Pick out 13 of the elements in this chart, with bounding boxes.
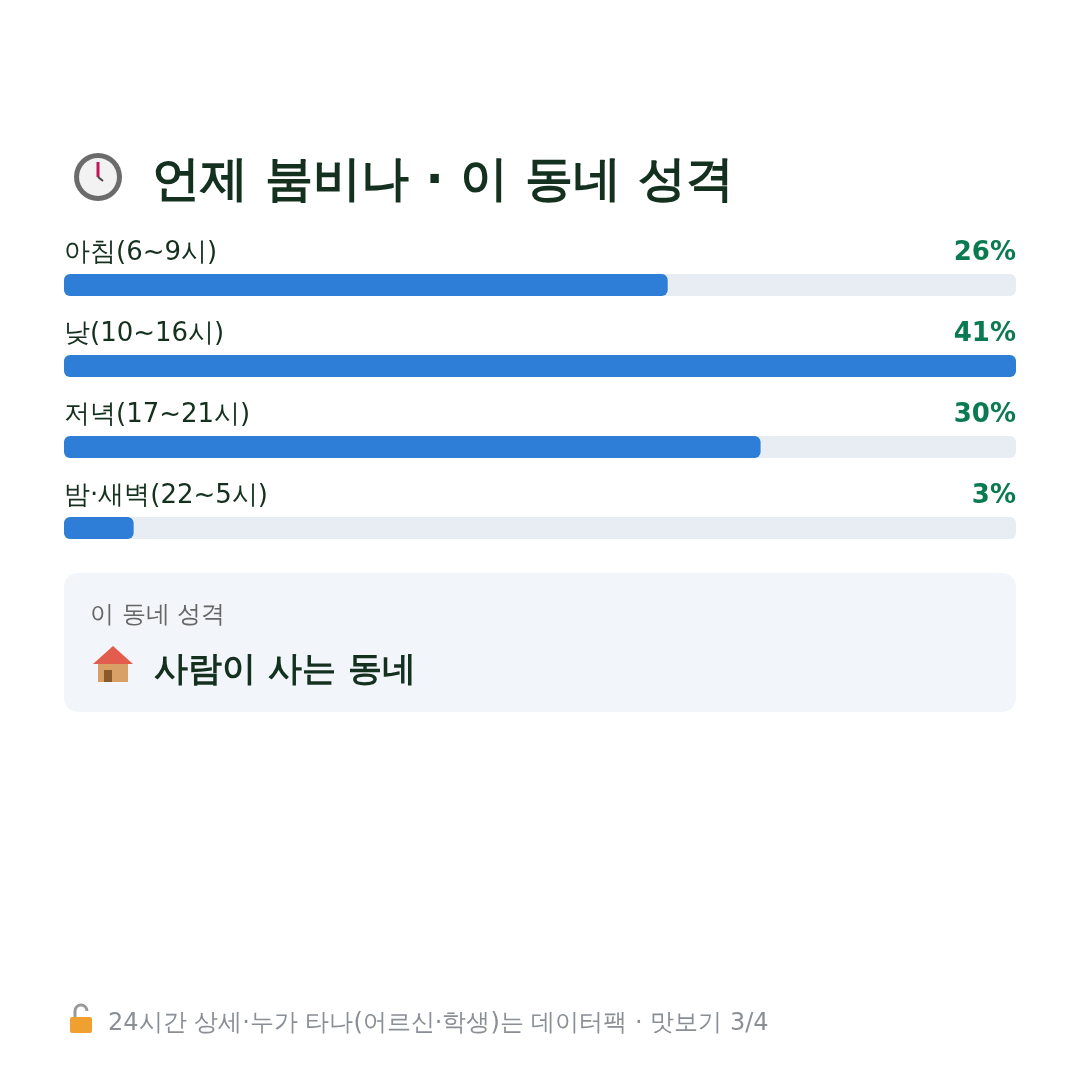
bar [64,517,134,539]
text: 이 동네 성격 [90,600,226,628]
y-tick-label: 아침(6~9시) [64,236,218,266]
y-tick-label: 밤·새벽(22~5시) [64,479,268,509]
data-label: 30% [953,398,1016,428]
chart-title: 언제 붐비나 · 이 동네 성격 [152,150,734,206]
text: 사람이 사는 동네 [154,648,416,688]
text: 24시간 상세·누가 타나(어르신·학생)는 데이터팩 · 맛보기 3/4 [108,1008,769,1036]
data-label: 26% [953,236,1016,266]
data-label: 3% [971,479,1016,509]
y-tick-label: 낮(10~16시) [64,317,225,347]
y-tick-label: 저녁(17~21시) [64,398,251,428]
data-label: 41% [953,317,1016,347]
